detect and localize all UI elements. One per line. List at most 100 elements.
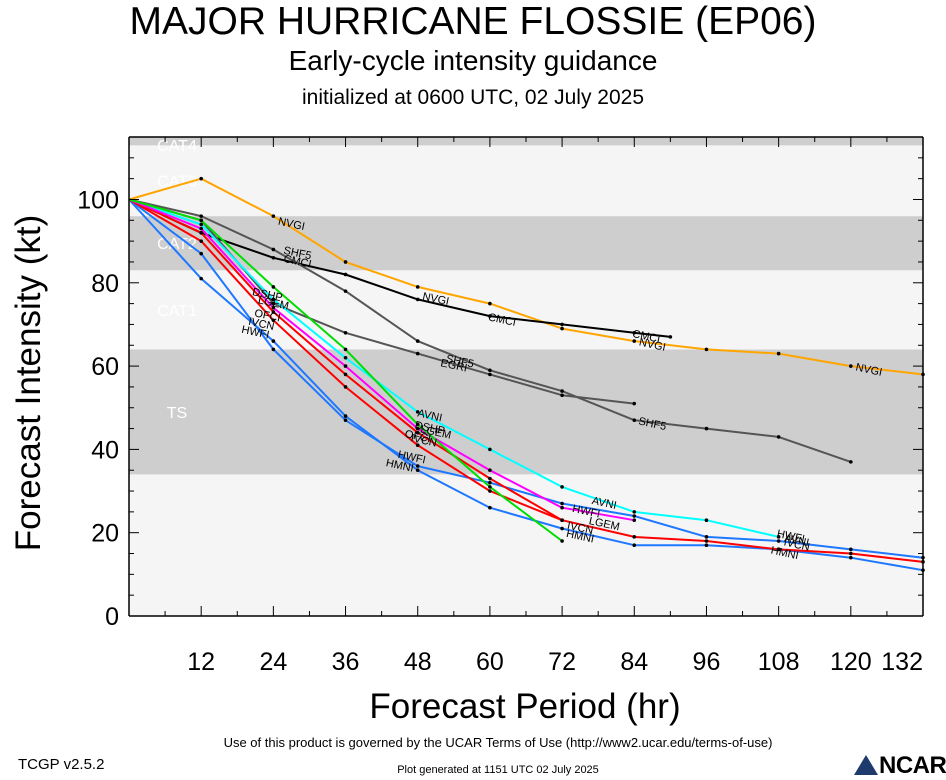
point-hmni	[632, 543, 637, 547]
line-avni	[128, 198, 779, 538]
point-cmci	[488, 314, 492, 318]
point-hmni	[704, 543, 709, 547]
point-avni	[343, 355, 348, 360]
point-shf5	[849, 460, 853, 464]
point-avni	[632, 510, 637, 514]
point-nvgi	[199, 176, 203, 181]
point-nvgi	[632, 339, 637, 343]
point-hmni	[199, 276, 203, 281]
point-lgem	[271, 305, 276, 310]
generated-time: Plot generated at 1151 UTC 02 July 2025	[397, 764, 599, 776]
y-tick-label: 60	[91, 353, 119, 381]
y-tick-label: 100	[77, 186, 119, 214]
point-hmni	[415, 468, 420, 473]
point-dshp	[271, 310, 276, 314]
ncar-logo-text: NCAR	[879, 752, 946, 779]
label-cmci: CMCI	[487, 311, 517, 329]
point-dshp	[199, 231, 203, 235]
terms-of-use: Use of this product is governed by the U…	[223, 735, 773, 750]
version-label: TCGP v2.5.2	[18, 756, 105, 773]
point-dshp	[560, 518, 564, 522]
label-hmni: HMNI	[385, 457, 415, 475]
point-lgem	[415, 426, 420, 431]
point-avni	[704, 518, 709, 522]
point-avni	[776, 535, 781, 539]
point-ivcn	[199, 239, 203, 243]
x-axis-label: Forecast Period (hr)	[369, 687, 680, 726]
point-lgem	[560, 505, 564, 510]
label-ofci: OFCI	[253, 307, 281, 324]
label-nvgi: NVGI	[638, 337, 667, 354]
label-shf5: SHF5	[637, 416, 667, 434]
point-hwfi	[632, 514, 637, 518]
label-shf5: SHF5	[282, 245, 312, 263]
point-cmci	[415, 297, 420, 302]
point-hwfi	[415, 464, 420, 468]
point-cmci	[271, 255, 276, 260]
line-egri	[128, 198, 635, 405]
label-ofci: OFCI	[404, 428, 432, 445]
point-dshp	[488, 476, 492, 481]
point-egri	[415, 351, 420, 356]
point-hwfi	[560, 501, 564, 506]
point-shf5	[271, 247, 276, 252]
label-cmci: CMCI	[631, 328, 661, 346]
top-mask	[129, 125, 923, 137]
label-ivcn: IVCN	[566, 520, 594, 537]
point-hwfi	[199, 251, 203, 256]
point-nvgi	[560, 326, 564, 331]
label-hwfi: HWFI	[397, 449, 427, 467]
label-nvgi: NVGI	[277, 216, 306, 233]
label-hmni: HMNI	[770, 545, 800, 563]
y-tick-label: 80	[91, 270, 119, 298]
point-lgem	[488, 468, 492, 473]
point-avni	[199, 222, 203, 227]
point-ofci	[488, 485, 492, 489]
point-ofci	[415, 422, 420, 427]
point-nvgi	[271, 214, 276, 218]
point-hwfi	[271, 347, 276, 352]
point-ivcn	[488, 489, 492, 493]
x-tick-label: 132	[881, 648, 923, 676]
point-ivcn	[415, 443, 420, 448]
point-egri	[343, 330, 348, 335]
point-nvgi	[849, 364, 853, 368]
initialization-time: initialized at 0600 UTC, 02 July 2025	[301, 86, 645, 109]
point-ivcn	[776, 547, 781, 552]
y-tick-label: 0	[105, 603, 119, 631]
point-egri	[271, 301, 276, 306]
ncar-logo-icon	[854, 755, 878, 775]
point-lgem	[632, 518, 637, 522]
point-cmci	[560, 322, 564, 327]
chart-title: MAJOR HURRICANE FLOSSIE (EP06)	[129, 0, 817, 43]
ncar-logo: NCAR	[853, 752, 946, 780]
band-ts	[129, 349, 923, 475]
point-dshp	[415, 430, 420, 435]
label-avni: AVNI	[783, 532, 810, 549]
label-hwfi: HWFI	[240, 324, 270, 342]
point-nvgi	[776, 351, 781, 356]
point-avni	[488, 447, 492, 452]
band-label-cat3: CAT3	[157, 174, 197, 191]
x-tick-label: 12	[187, 648, 215, 676]
x-tick-label: 48	[404, 648, 432, 676]
point-hwfi	[343, 418, 348, 423]
point-nvgi	[488, 301, 492, 306]
label-egri: EGRI	[439, 357, 468, 374]
point-egri	[560, 393, 564, 398]
point-nvgi	[704, 347, 709, 352]
point-hwfi	[776, 539, 781, 543]
point-lgem	[343, 364, 348, 368]
x-tick-label: 84	[620, 648, 648, 676]
point-shf5	[632, 418, 637, 423]
x-tick-label: 72	[548, 648, 576, 676]
point-avni	[271, 297, 276, 302]
x-tick-label: 120	[830, 648, 872, 676]
point-avni	[560, 485, 564, 489]
point-ofci	[343, 347, 348, 352]
point-hmni	[560, 526, 564, 531]
x-tick-label: 36	[332, 648, 360, 676]
x-tick-label: 60	[476, 648, 504, 676]
point-hwfi	[488, 480, 492, 485]
